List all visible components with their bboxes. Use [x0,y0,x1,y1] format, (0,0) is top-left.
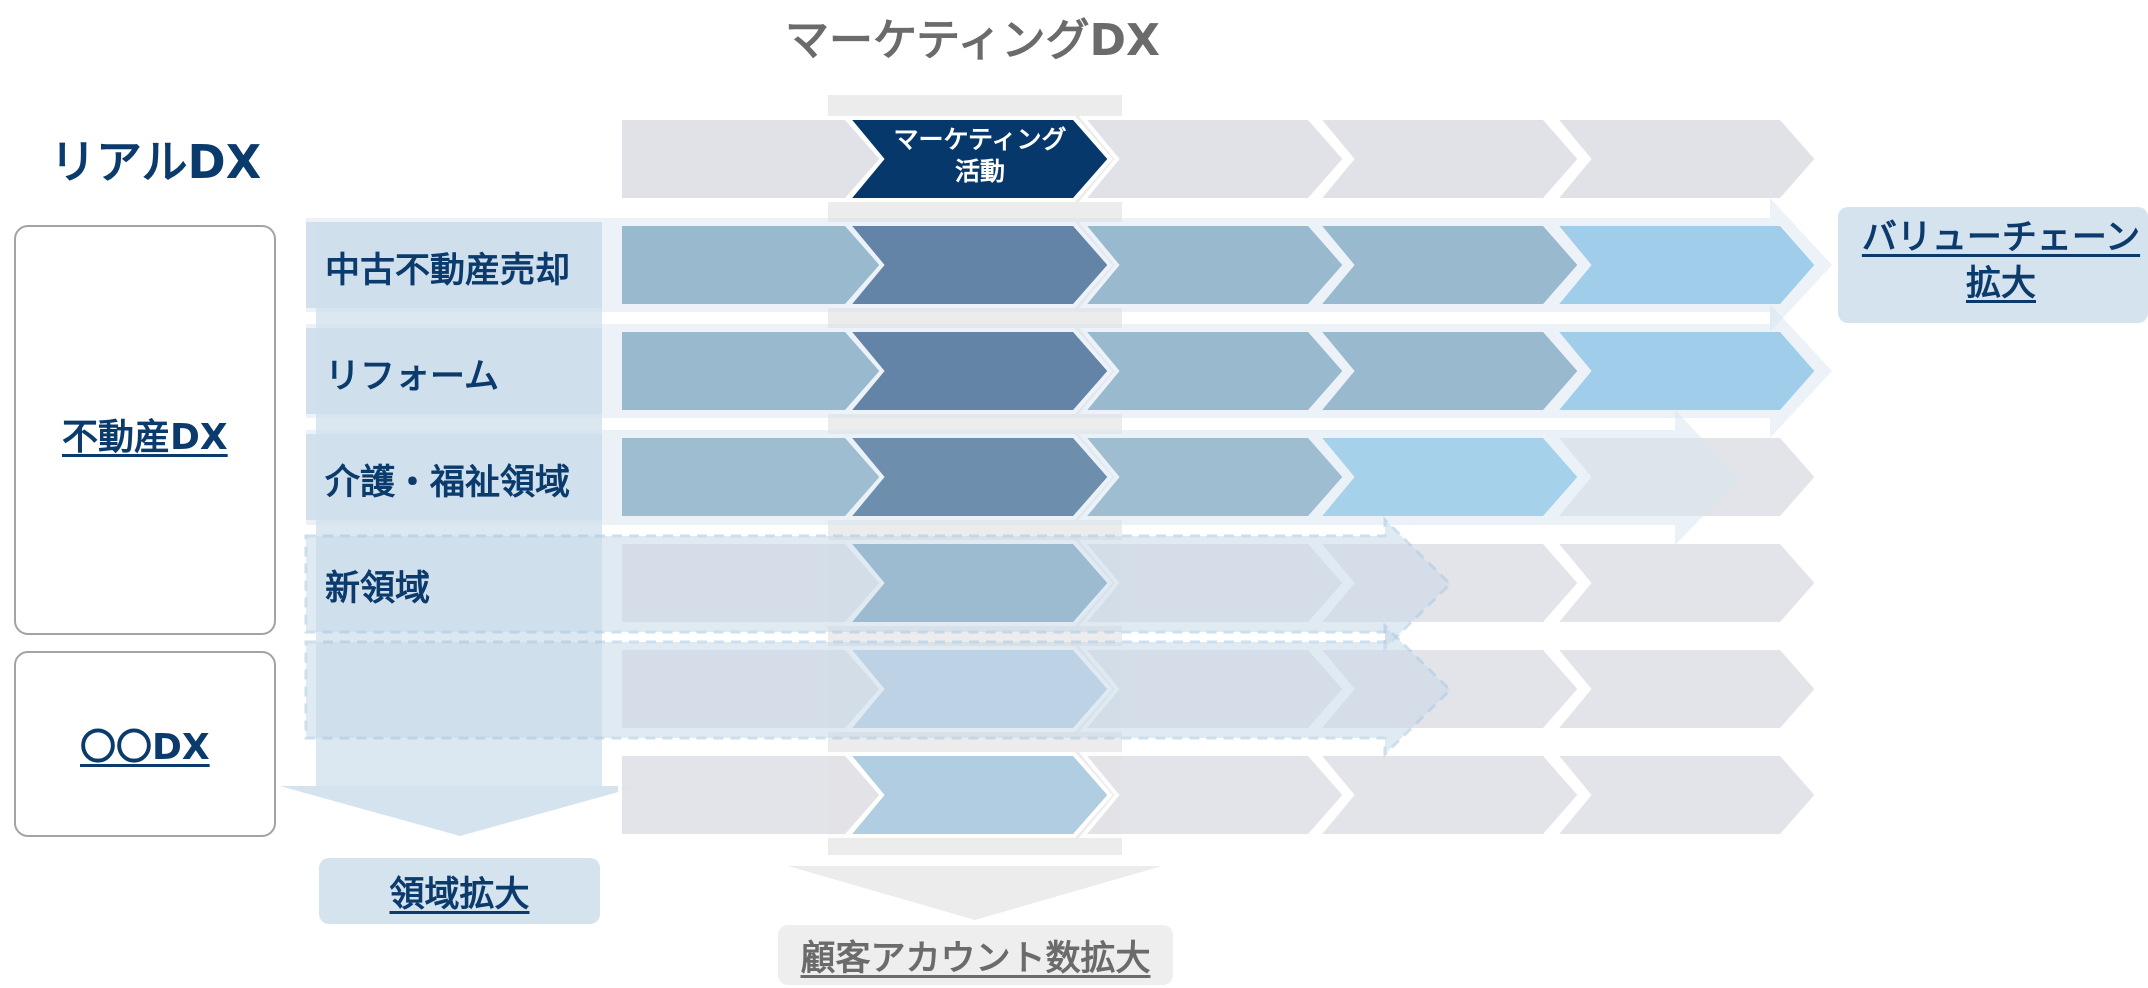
chevron-r2-c3 [1313,328,1583,414]
domain-expansion-badge [319,858,600,924]
marketing-activity-label: マーケティング 活動 [893,125,1067,186]
chevron-r1-c1 [843,222,1113,308]
row-label-bg-1 [306,328,602,414]
chevron-r1-c3 [1313,222,1583,308]
chevron-r0-c4 [1550,116,1820,202]
domain-expansion-label[interactable]: 領域拡大 [389,875,530,915]
row-label-nursing-welfare: 介護・福祉領域 [325,463,571,503]
value-chain-arrow-row1-icon [306,198,1832,332]
category-link-real-estate[interactable]: 不動産DX [62,417,228,458]
chevron-r0-c3 [1313,116,1583,202]
chevron-r0-c2 [1078,116,1348,202]
chevron-r2-c4 [1550,328,1820,414]
domain-expansion-arrow-icon [280,786,640,836]
row-label-bg-0 [306,222,602,308]
chevron-r0-c1 [843,116,1113,202]
row-label-new-domain: 新領域 [325,569,431,609]
value-chain-arrow-row2-icon [306,304,1832,438]
chevron-r4-c4 [1550,540,1820,626]
chevron-r6-c3 [1313,752,1583,838]
customer-expansion-badge [778,925,1173,985]
value-chain-expansion-badge [1838,207,2148,323]
customer-expansion-arrow-icon [788,866,1162,920]
category-box-real-estate [14,225,276,635]
chevron-r2-c1 [843,328,1113,414]
real-dx-label: リアルDX [50,135,262,189]
chevron-r6-c0 [618,752,885,838]
page-title: マーケティングDX [785,15,1160,66]
chevron-r1-c4 [1550,222,1820,308]
chevron-r2-c2 [1078,328,1348,414]
chevron-r0-c0 [618,116,885,202]
category-link-other[interactable]: 〇〇DX [80,727,210,768]
chevron-r6-c1 [843,752,1113,838]
other-dx-arrow-icon [304,622,1453,758]
new-domain-arrow-icon [304,516,1453,652]
row-label-renovation: リフォーム [325,357,499,397]
category-box-other [14,651,276,837]
chevron-r1-c2 [1078,222,1348,308]
row-label-used-property-sale: 中古不動産売却 [325,251,571,291]
chevron-r5-c4 [1550,646,1820,732]
chevron-r6-c4 [1550,752,1820,838]
value-chain-arrow-row3-icon [306,410,1740,545]
chevron-r6-c2 [1078,752,1348,838]
value-chain-expansion-label[interactable]: バリューチェーン 拡大 [1861,218,2141,304]
customer-expansion-label[interactable]: 顧客アカウント数拡大 [800,939,1151,979]
